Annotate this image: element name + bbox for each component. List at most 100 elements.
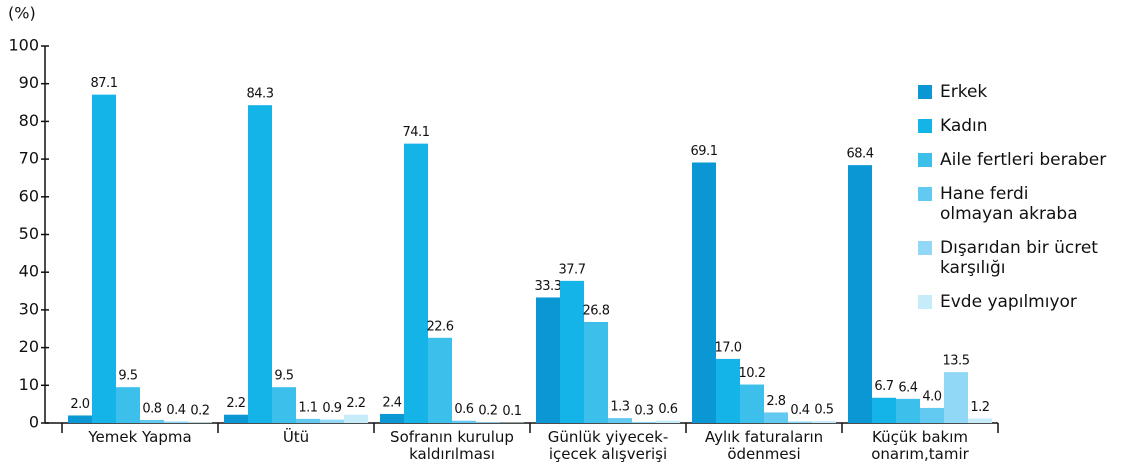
legend-swatch [918,85,932,99]
value-label: 0.6 [454,402,473,417]
bar [944,372,968,423]
legend-item: Erkek [918,82,1143,102]
bar [536,297,560,423]
value-label: 0.8 [142,401,161,416]
bar [92,94,116,424]
bar [872,397,896,423]
legend-item: Evde yapılmıyor [918,292,1143,312]
value-label: 2.2 [346,396,365,411]
bar [848,165,872,423]
bar [428,337,452,423]
y-tick-label: 60 [19,186,39,205]
y-tick-label: 90 [19,73,39,92]
value-label: 0.6 [658,402,677,417]
bar [716,358,740,423]
value-label: 2.2 [226,396,245,411]
value-label: 0.2 [478,404,497,419]
value-label: 1.3 [610,400,629,415]
value-label: 33.3 [535,279,562,294]
bar [692,162,716,424]
x-tick-label: Sofranın kurulup kaldırılması [390,428,514,463]
bar [764,412,788,423]
bar [452,420,476,423]
value-label: 84.3 [247,87,274,102]
value-label: 17.0 [715,340,742,355]
bar [788,421,812,423]
value-label: 6.7 [874,379,893,394]
bar [320,419,344,423]
value-label: 2.0 [70,397,89,412]
bar [584,321,608,423]
value-label: 69.1 [691,144,718,159]
legend-item: Aile fertleri beraber [918,150,1143,170]
bar [272,387,296,423]
bar [380,413,404,423]
legend-item: Kadın [918,116,1143,136]
value-label: 2.8 [766,394,785,409]
bar [656,420,680,423]
bar [224,414,248,423]
value-label: 1.1 [298,400,317,415]
y-tick-label: 50 [19,224,39,243]
y-tick-label: 80 [19,111,39,130]
x-tick-label: Yemek Yapma [88,428,192,446]
bar [248,105,272,424]
legend-label: Erkek [940,82,988,102]
y-tick-label: 10 [19,375,39,394]
value-label: 2.4 [382,395,401,410]
legend-swatch [918,119,932,133]
bar [404,143,428,423]
bar [140,419,164,423]
legend-label: Aile fertleri beraber [940,150,1107,170]
value-label: 9.5 [274,369,293,384]
x-tick-label: Ütü [282,428,310,446]
x-tick-label: Aylık faturaların ödenmesi [704,428,824,463]
x-tick-label: Günlük yiyecek-içecek alışverişi [547,428,669,463]
value-label: 0.9 [322,401,341,416]
legend-label: Evde yapılmıyor [940,292,1077,312]
y-axis-label: (%) [8,4,36,23]
bar [296,418,320,423]
bar [68,415,92,423]
value-label: 0.1 [502,404,521,419]
x-tick-label: Küçük bakım onarım,tamir [871,428,969,463]
bar [188,422,212,423]
y-tick-label: 20 [19,337,39,356]
y-tick-label: 100 [8,36,39,55]
bar [632,421,656,423]
value-label: 22.6 [427,319,454,334]
value-label: 0.3 [634,403,653,418]
value-label: 0.5 [814,403,833,418]
value-label: 0.2 [190,404,209,419]
value-label: 10.2 [739,366,766,381]
value-label: 13.5 [943,354,970,369]
value-label: 6.4 [898,380,917,395]
bar [812,421,836,423]
value-label: 1.2 [970,400,989,415]
legend-label: Dışarıdan bir ücret karşılığı [940,238,1098,278]
value-label: 68.4 [847,147,874,162]
bar [740,384,764,423]
legend-label: Hane ferdi olmayan akraba [940,184,1078,224]
legend-swatch [918,187,932,201]
legend-swatch [918,241,932,255]
bar [896,398,920,423]
bar [116,387,140,423]
value-label: 87.1 [91,76,118,91]
y-tick-label: 0 [29,413,39,432]
y-tick-label: 30 [19,299,39,318]
bar [476,422,500,423]
value-label: 37.7 [559,262,586,277]
value-label: 9.5 [118,369,137,384]
legend-item: Dışarıdan bir ücret karşılığı [918,238,1143,278]
bar [344,414,368,423]
value-label: 4.0 [922,389,941,404]
y-tick-label: 70 [19,149,39,168]
legend-label: Kadın [940,116,988,136]
bar [608,418,632,423]
legend-swatch [918,153,932,167]
value-label: 0.4 [790,403,809,418]
bar [968,418,992,423]
y-tick-label: 40 [19,262,39,281]
